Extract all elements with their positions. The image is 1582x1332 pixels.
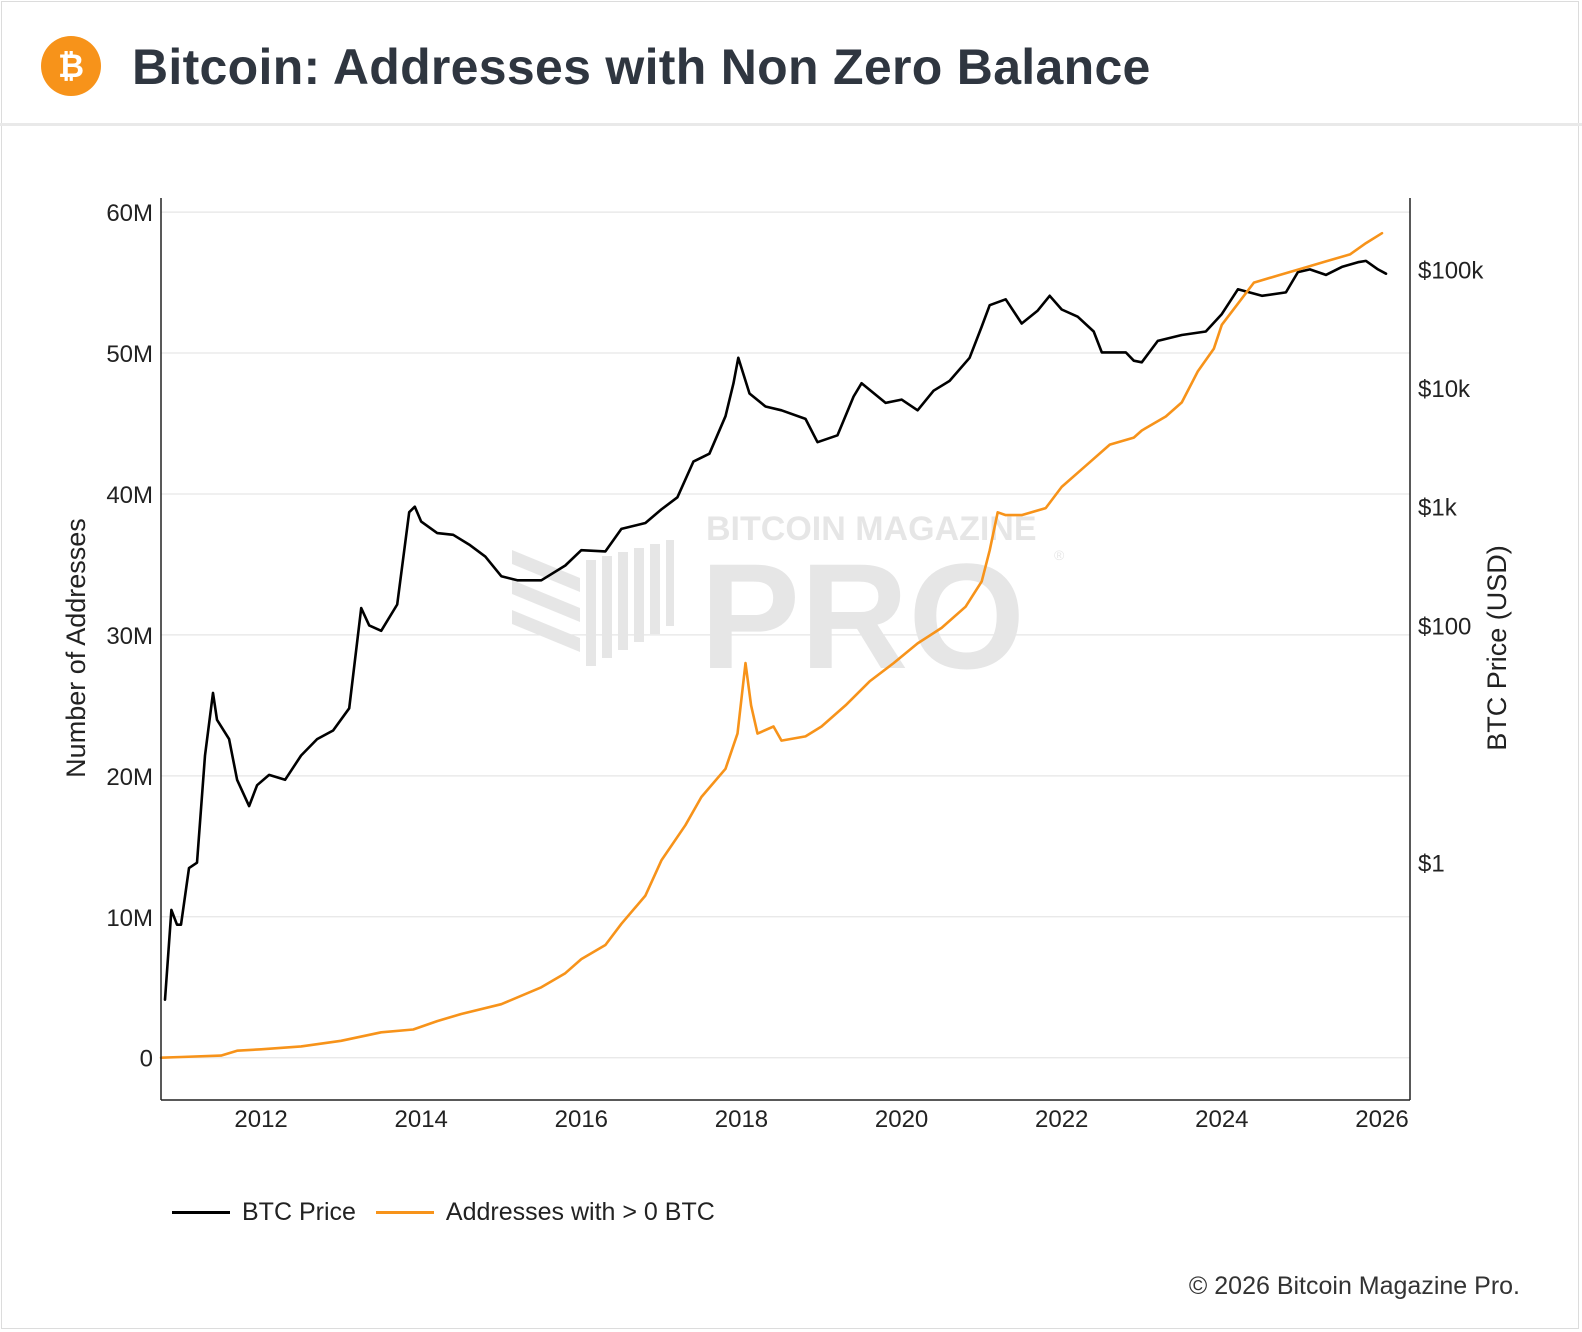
y-tick-label: 50M [106,341,153,368]
series-line-addresses [159,231,1384,1059]
watermark: BITCOIN MAGAZINE PRO ® [512,510,1065,700]
y2-tick-label: $1k [1418,495,1458,522]
x-tick-label: 2016 [555,1106,608,1133]
x-tick-label: 2018 [715,1106,768,1133]
y2-tick-label: $1 [1418,851,1445,878]
y-axis-title: Number of Addresses [61,518,91,778]
legend: BTC Price Addresses with > 0 BTC [172,1198,735,1227]
x-tick-label: 2020 [875,1106,928,1133]
y-tick-label: 30M [106,623,153,650]
series-layer [159,231,1388,1059]
y-tick-label: 10M [106,905,153,932]
watermark-registered: ® [1054,547,1065,563]
x-tick-label: 2022 [1035,1106,1088,1133]
header: ₿ Bitcoin: Addresses with Non Zero Balan… [0,0,1582,126]
y-tick-label: 20M [106,764,153,791]
x-tick-label: 2012 [234,1106,287,1133]
bitcoin-logo-glyph: ₿ [58,47,84,85]
y2-axis-title: BTC Price (USD) [1482,545,1512,751]
legend-item-addresses[interactable]: Addresses with > 0 BTC [375,1198,715,1227]
y2-tick-label: $100 [1418,613,1471,640]
y-tick-label: 40M [106,482,153,509]
series-line-btc-price [163,259,1388,1002]
watermark-line2: PRO [700,532,1025,700]
copyright: © 2026 Bitcoin Magazine Pro. [1188,1272,1520,1300]
bitcoin-logo-icon: ₿ [41,36,101,96]
x-tick-label: 2014 [395,1106,448,1133]
watermark-line1: BITCOIN MAGAZINE [706,510,1037,548]
watermark-logo-icon [512,540,674,666]
legend-swatch-addresses [375,1211,434,1214]
legend-label-btc-price: BTC Price [242,1198,356,1226]
y-tick-label: 60M [106,200,153,227]
bitcoin-logo-circle [41,36,101,96]
legend-label-addresses: Addresses with > 0 BTC [445,1198,715,1226]
legend-item-btc-price[interactable]: BTC Price [172,1198,356,1227]
legend-swatch-btc-price [172,1211,230,1214]
y2-tick-label: $100k [1418,257,1484,284]
grid [161,211,1410,1059]
y2-tick-label: $10k [1418,376,1471,403]
page-title: Bitcoin: Addresses with Non Zero Balance [132,39,1151,95]
y-tick-label: 0 [140,1046,153,1073]
axes: 0 10M 20M 30M 40M 50M 60M $1 $100 $1k $10k $100k 201… [106,198,1484,1133]
x-tick-label: 2026 [1355,1106,1408,1133]
x-tick-label: 2024 [1195,1106,1248,1133]
